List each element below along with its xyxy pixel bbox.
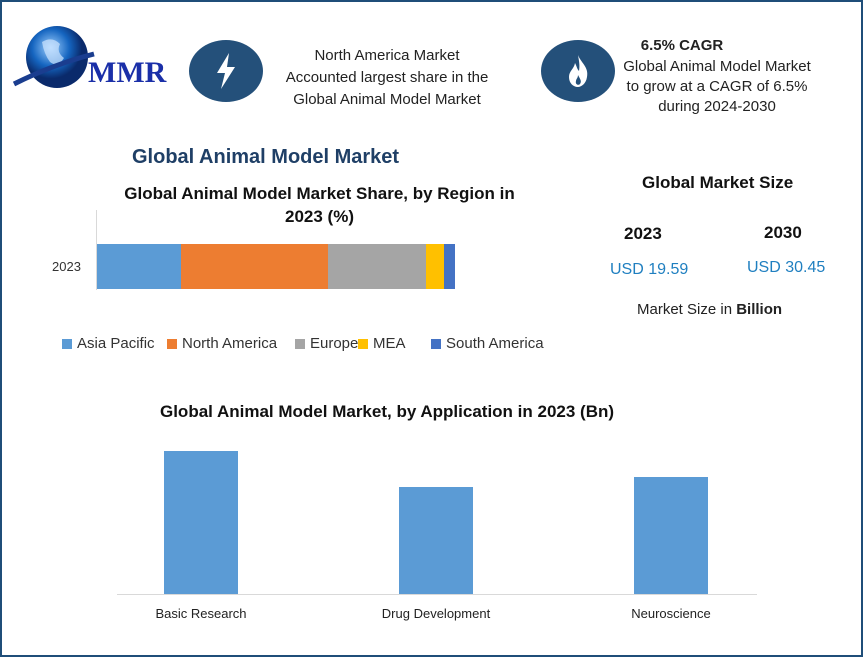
legend-swatch (62, 338, 72, 349)
legend-label: Asia Pacific (77, 335, 155, 352)
highlight-north-america: North America Market Accounted largest s… (267, 45, 507, 111)
highlight-line: Accounted largest share in the (285, 69, 489, 86)
value-2023: USD 19.59 (610, 261, 689, 278)
highlight-cagr: Global Animal Model Market to grow at a … (612, 57, 822, 117)
logo-text: MMR (88, 56, 167, 89)
highlight-line: Global Animal Model Market (293, 91, 481, 108)
legend-item: Europe (295, 335, 358, 352)
legend-label: South America (446, 335, 544, 352)
market-size-title: Global Market Size (642, 173, 794, 192)
x-axis-line (117, 594, 757, 595)
stacked-bar (97, 244, 455, 289)
value-2030: USD 30.45 (747, 259, 826, 276)
legend-label: Europe (310, 335, 359, 352)
lightning-icon-badge (189, 40, 263, 102)
x-tick-label: Basic Research (155, 606, 247, 621)
bar-segment-south-america (444, 244, 455, 289)
stacked-chart-title: Global Animal Model Market Share, by Reg… (102, 182, 537, 228)
highlight-line: Global Animal Model Market (623, 58, 811, 75)
page-title: Global Animal Model Market (132, 146, 400, 168)
bar-segment-north-america (181, 244, 329, 289)
highlight-line: to grow at a CAGR of 6.5% (626, 78, 808, 95)
legend-swatch (295, 338, 305, 349)
cagr-title: 6.5% CAGR (640, 37, 724, 54)
legend-swatch (431, 338, 441, 349)
flame-icon (569, 55, 588, 87)
y-tick-label: 2023 (52, 259, 81, 274)
title-line: 2023 (%) (285, 207, 354, 226)
flame-icon-badge (541, 40, 615, 102)
bar-segment-asia-pacific (97, 244, 182, 289)
x-tick-label: Neuroscience (631, 606, 711, 621)
market-size-note: Market Size in Billion (637, 301, 782, 318)
note-text: Market Size in (637, 301, 737, 318)
legend-swatch (167, 338, 177, 349)
stacked-y-axis (96, 210, 97, 290)
bar-drug-development (399, 487, 473, 594)
legend-item: South America (431, 335, 544, 352)
legend-swatch (358, 338, 368, 349)
bar-basic-research (164, 450, 238, 594)
title-line: Global Animal Model Market Share, by Reg… (124, 184, 515, 203)
year-2023: 2023 (624, 224, 662, 243)
bar-segment-mea (426, 244, 445, 289)
highlight-line: during 2024-2030 (658, 98, 776, 115)
application-chart-title: Global Animal Model Market, by Applicati… (159, 402, 615, 421)
note-unit: Billion (736, 301, 783, 318)
globe-logo-icon: MMR (12, 26, 167, 89)
lightning-icon (217, 53, 235, 89)
mmr-logo: MMR (12, 24, 172, 94)
bar-segment-europe (328, 244, 427, 289)
legend-item: Asia Pacific (62, 335, 155, 352)
highlight-line: North America Market (314, 47, 460, 64)
legend-label: MEA (373, 335, 406, 352)
bar-neuroscience (634, 477, 708, 594)
x-tick-label: Drug Development (381, 606, 491, 621)
year-2030: 2030 (764, 223, 802, 242)
legend-item: North America (167, 335, 277, 352)
legend-label: North America (182, 335, 278, 352)
legend-item: MEA (358, 335, 406, 352)
